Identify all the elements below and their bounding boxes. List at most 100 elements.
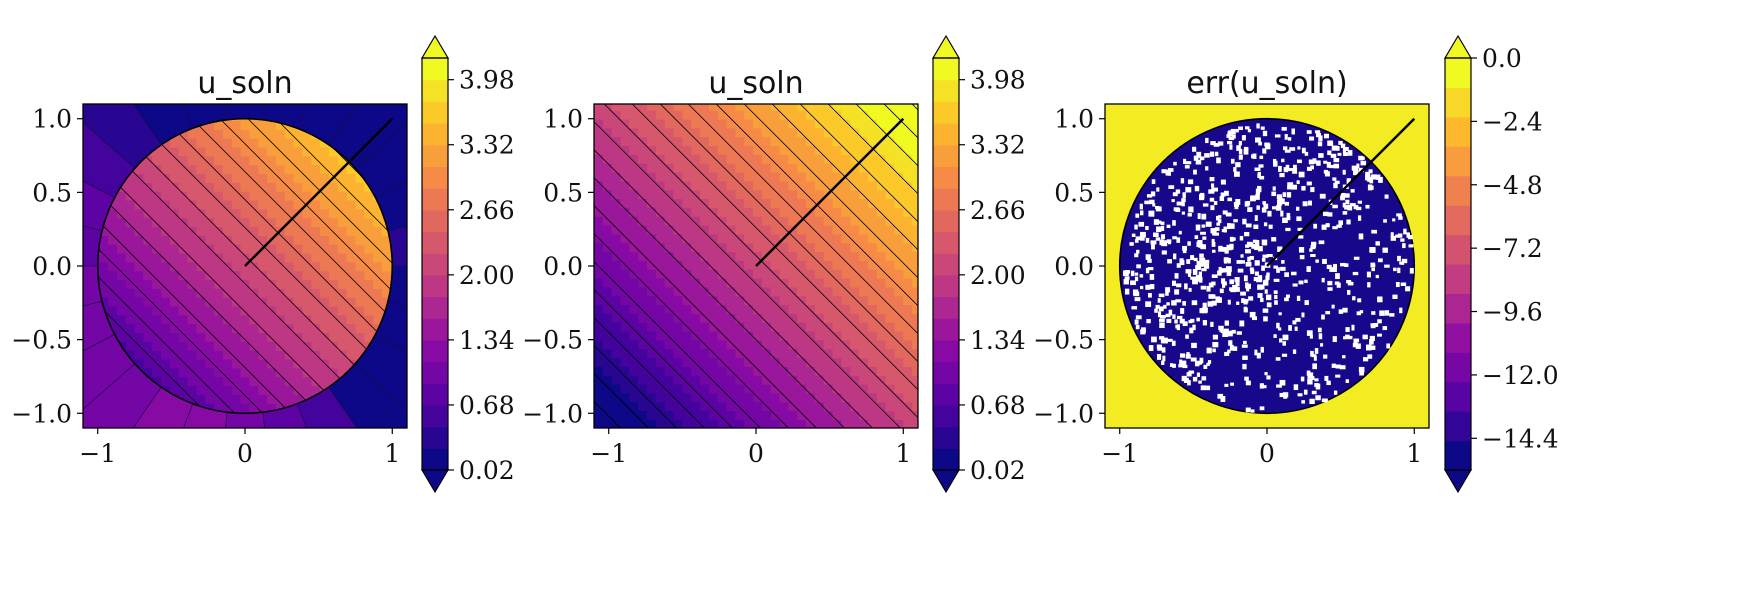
error-speckle xyxy=(1185,187,1192,193)
error-speckle xyxy=(1314,130,1321,134)
field-cell xyxy=(885,104,896,111)
field-cell xyxy=(726,374,737,385)
field-cell xyxy=(770,233,781,244)
error-speckle xyxy=(1260,346,1264,353)
field-cell xyxy=(594,260,604,270)
error-speckle xyxy=(1329,267,1334,272)
field-cell xyxy=(859,392,869,403)
field-cell xyxy=(664,242,675,253)
field-cell xyxy=(859,224,869,235)
field-cell xyxy=(311,270,321,281)
error-speckle xyxy=(1156,187,1160,192)
error-speckle xyxy=(1196,372,1201,377)
colorbar-band xyxy=(422,318,448,341)
field-cell xyxy=(647,321,657,332)
field-cell xyxy=(205,164,215,175)
error-speckle xyxy=(1165,292,1169,296)
field-cell xyxy=(823,136,834,147)
field-cell xyxy=(797,154,807,164)
field-cell xyxy=(346,305,357,316)
error-speckle xyxy=(1202,262,1207,267)
field-cell xyxy=(249,164,260,175)
field-cell xyxy=(629,233,639,244)
field-cell xyxy=(328,226,339,236)
field-cell xyxy=(214,376,224,387)
field-cell xyxy=(328,217,339,228)
field-cell xyxy=(152,288,162,298)
field-cell xyxy=(823,357,834,367)
error-speckle xyxy=(1235,128,1239,133)
field-cell xyxy=(867,189,878,200)
error-speckle xyxy=(1351,324,1355,331)
field-cell xyxy=(823,233,834,244)
field-cell xyxy=(753,357,763,367)
field-cell xyxy=(620,419,631,428)
field-cell xyxy=(726,392,737,403)
field-cell xyxy=(850,104,860,111)
field-cell xyxy=(859,374,869,385)
colorbar-extend-max xyxy=(420,34,450,59)
field-cell xyxy=(638,207,648,217)
field-cell xyxy=(655,357,666,367)
field-cell xyxy=(638,104,648,111)
field-cell xyxy=(682,215,692,226)
error-speckle xyxy=(1322,211,1329,217)
field-cell xyxy=(214,190,224,201)
field-cell xyxy=(320,349,330,360)
field-cell xyxy=(761,277,772,288)
error-speckle xyxy=(1325,223,1330,228)
field-cell xyxy=(806,339,816,350)
field-cell xyxy=(222,208,233,219)
field-cell xyxy=(99,270,109,281)
error-speckle xyxy=(1359,369,1364,376)
field-cell xyxy=(594,374,604,385)
field-cell xyxy=(753,313,763,323)
error-speckle xyxy=(1210,321,1214,327)
error-speckle xyxy=(1207,360,1212,364)
error-speckle xyxy=(1379,310,1385,316)
error-speckle xyxy=(1298,235,1304,239)
field-cell xyxy=(885,330,896,341)
field-cell xyxy=(700,419,710,428)
field-cell xyxy=(682,286,692,297)
field-cell xyxy=(682,410,692,420)
field-cell xyxy=(355,305,366,316)
field-cell xyxy=(717,224,728,235)
error-speckle xyxy=(1215,151,1219,156)
error-speckle xyxy=(1268,224,1273,229)
field-cell xyxy=(328,341,339,351)
field-cell xyxy=(134,314,145,325)
field-cell xyxy=(293,394,304,404)
colorbar-tick-label: 3.98 xyxy=(970,66,1026,95)
field-cell xyxy=(876,104,887,111)
error-speckle xyxy=(1279,198,1285,205)
field-cell xyxy=(700,313,710,323)
field-cell xyxy=(876,357,887,367)
field-cell xyxy=(832,366,843,376)
field-cell xyxy=(293,376,304,387)
error-speckle xyxy=(1252,153,1257,159)
field-cell xyxy=(832,330,843,341)
field-cell xyxy=(708,374,719,385)
field-cell xyxy=(770,260,781,270)
field-cell xyxy=(761,242,772,253)
field-cell xyxy=(240,164,251,175)
field-cell xyxy=(664,374,675,385)
colorbar-band xyxy=(933,318,959,341)
error-speckle xyxy=(1384,194,1389,199)
field-cell xyxy=(231,341,242,351)
error-speckle xyxy=(1262,130,1268,137)
field-cell xyxy=(779,268,790,279)
error-speckle xyxy=(1243,300,1248,305)
error-speckle xyxy=(1254,215,1258,222)
error-speckle xyxy=(1134,253,1139,258)
field-cell xyxy=(275,217,286,228)
field-cell xyxy=(841,330,852,341)
field-cell xyxy=(355,332,366,342)
error-speckle xyxy=(1227,257,1231,264)
field-cell xyxy=(859,207,869,217)
field-cell xyxy=(152,341,162,351)
field-cell xyxy=(735,127,746,138)
error-speckle xyxy=(1163,337,1168,344)
field-cell xyxy=(196,394,207,404)
